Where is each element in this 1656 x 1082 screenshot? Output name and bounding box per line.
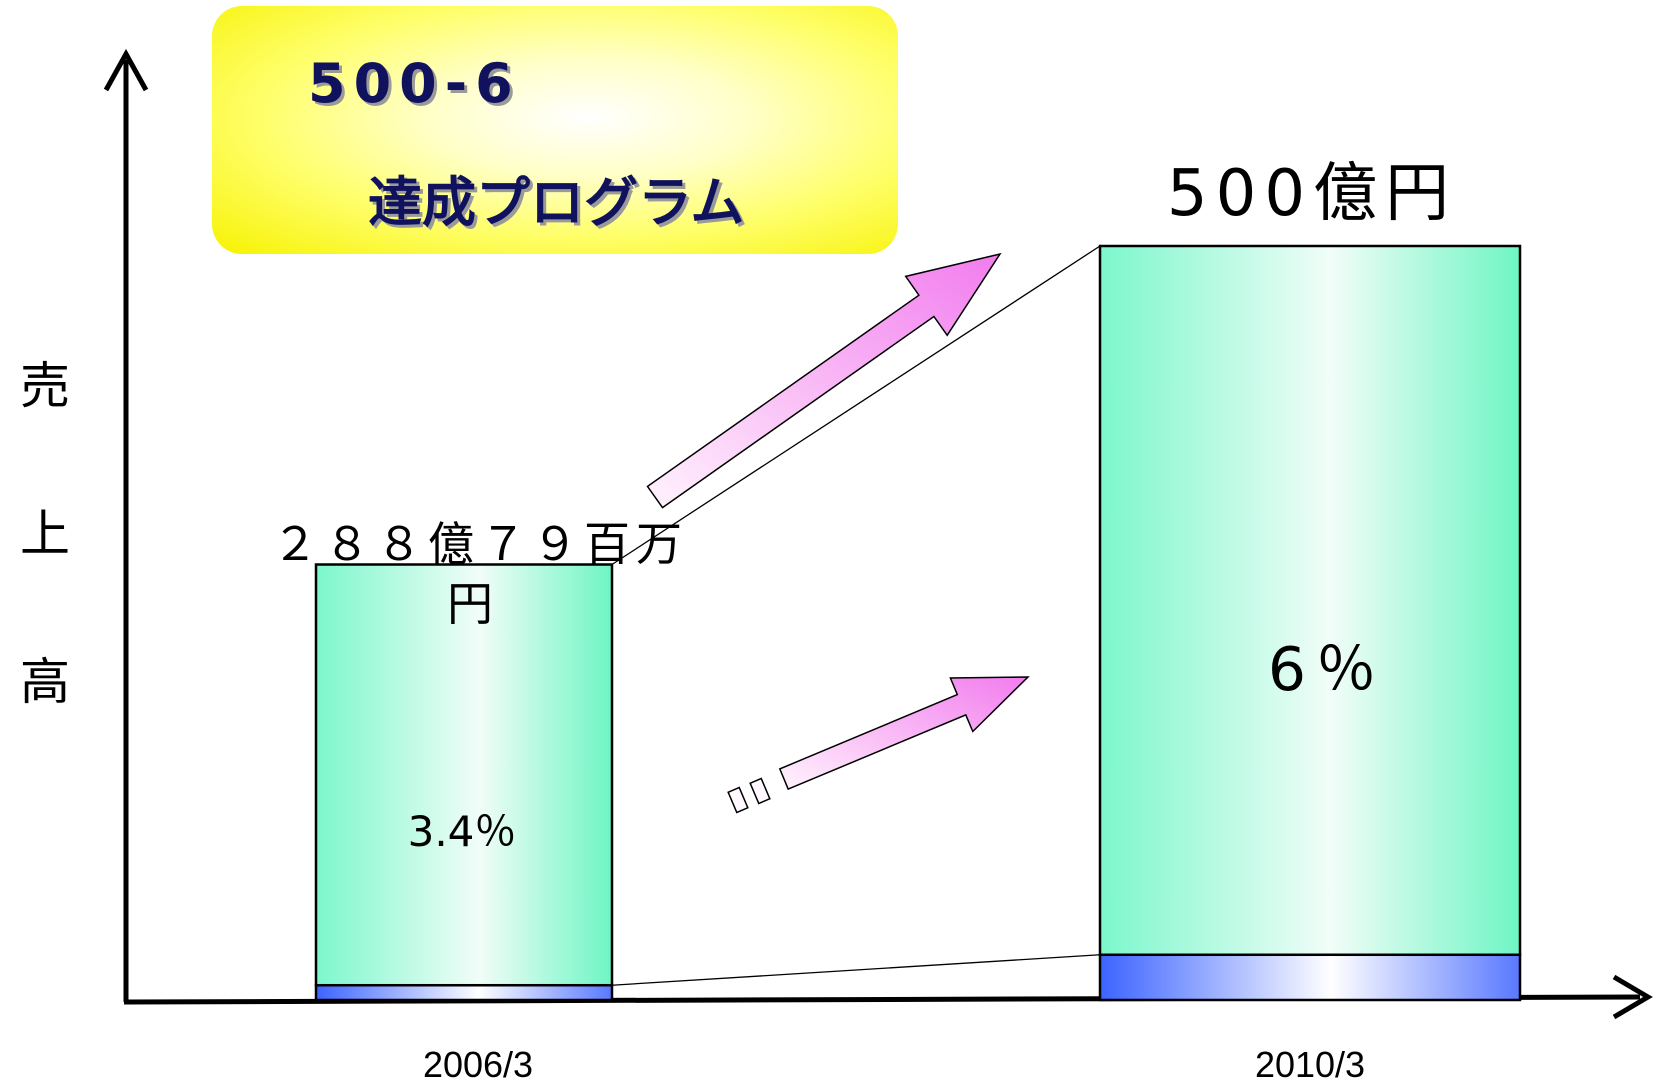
growth-arrow-share-tail-1 xyxy=(727,786,749,814)
y-axis-label-char-2: 上 xyxy=(20,505,70,563)
total-label-2006-unit: 円 xyxy=(447,577,493,631)
x-tick-label-2010/3: 2010/3 xyxy=(1255,1044,1365,1082)
share-label-2006: 3.4％ xyxy=(408,807,517,856)
growth-arrow-total xyxy=(646,252,1002,509)
x-tick-label-2006/3: 2006/3 xyxy=(423,1044,533,1082)
y-axis-label-char-1: 売 xyxy=(20,357,70,415)
bar-top-2006/3 xyxy=(314,563,614,987)
bar-base-2006/3 xyxy=(314,983,614,1002)
connector-total xyxy=(611,245,1101,566)
bars xyxy=(314,244,1522,1002)
connector-share xyxy=(611,954,1101,986)
growth-arrow-share xyxy=(778,676,1030,791)
total-label-2010: 500億円 xyxy=(1167,157,1457,231)
bar-base-2010/3 xyxy=(1098,953,1522,1002)
y-axis-label-char-3: 高 xyxy=(20,653,70,711)
total-label-2006: ２８８億７９百万 xyxy=(272,517,688,571)
bar-top-2010/3 xyxy=(1098,244,1522,957)
growth-arrow-share-tail-2 xyxy=(749,777,771,805)
title-box xyxy=(212,6,898,254)
chart-title-line1: 500-6 xyxy=(308,52,521,115)
chart-title-line2: 達成プログラム xyxy=(368,171,745,234)
connector-lines xyxy=(611,245,1101,986)
growth-arrows xyxy=(646,252,1030,814)
y-axis-label: 売 上 高 xyxy=(10,312,80,756)
y-axis-arrowhead xyxy=(103,48,149,92)
share-label-2010: 6％ xyxy=(1268,635,1386,705)
x-axis-arrowhead xyxy=(1612,974,1653,1020)
